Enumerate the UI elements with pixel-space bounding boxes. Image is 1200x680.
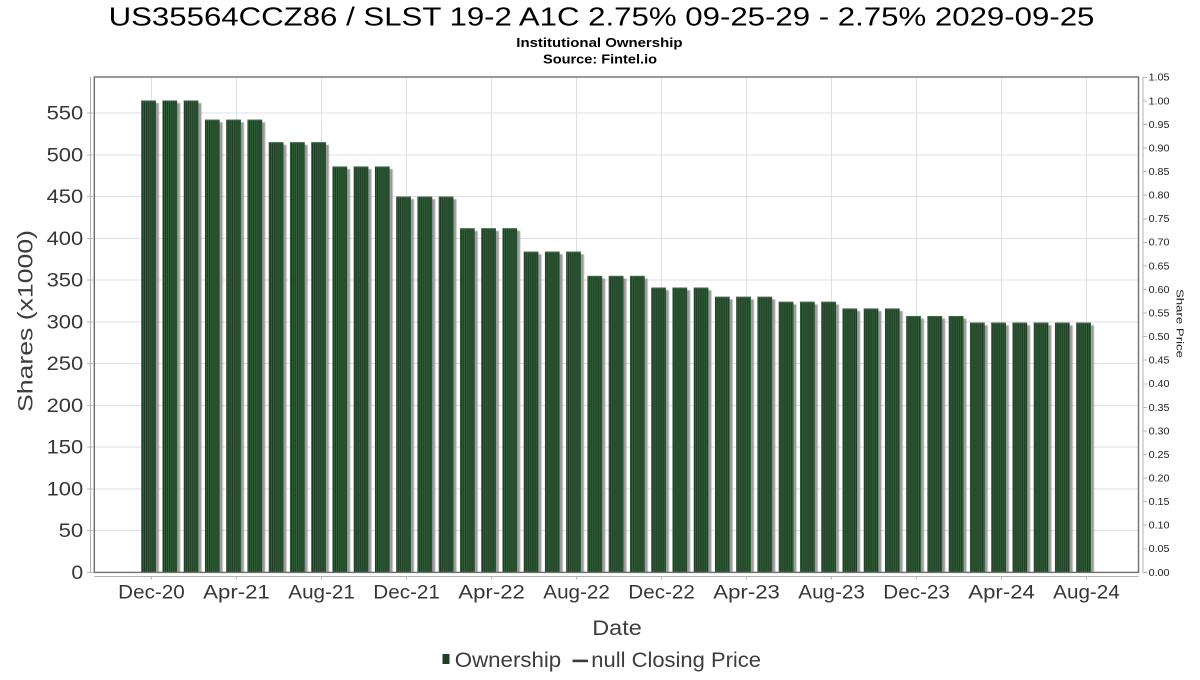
- svg-text:Apr-24: Apr-24: [968, 582, 1035, 604]
- svg-text:Aug-24: Aug-24: [1053, 582, 1120, 604]
- svg-text:0.65: 0.65: [1149, 261, 1170, 272]
- svg-text:0.50: 0.50: [1149, 332, 1171, 343]
- svg-text:500: 500: [47, 144, 84, 166]
- svg-text:50: 50: [59, 520, 84, 542]
- svg-text:Date: Date: [592, 617, 642, 640]
- svg-text:0.35: 0.35: [1149, 403, 1170, 414]
- svg-text:Ownership: Ownership: [455, 649, 561, 672]
- svg-text:200: 200: [47, 395, 84, 417]
- svg-text:US35564CCZ86 / SLST 19-2 A1C 2: US35564CCZ86 / SLST 19-2 A1C 2.75% 09-25…: [109, 4, 1095, 32]
- svg-text:0.45: 0.45: [1149, 356, 1170, 367]
- svg-text:100: 100: [47, 478, 84, 500]
- svg-text:0.70: 0.70: [1149, 238, 1171, 249]
- svg-text:Dec-20: Dec-20: [118, 582, 185, 604]
- svg-text:0.60: 0.60: [1149, 285, 1171, 296]
- svg-text:Dec-21: Dec-21: [373, 582, 440, 604]
- svg-text:Share Price: Share Price: [1174, 289, 1186, 358]
- svg-text:Aug-21: Aug-21: [288, 582, 355, 604]
- svg-text:0.25: 0.25: [1149, 450, 1170, 461]
- svg-text:Source: Fintel.io: Source: Fintel.io: [543, 52, 657, 67]
- svg-text:0.20: 0.20: [1149, 474, 1171, 485]
- svg-text:0.05: 0.05: [1149, 544, 1170, 555]
- svg-text:400: 400: [47, 228, 84, 250]
- svg-text:Dec-22: Dec-22: [628, 582, 695, 604]
- svg-text:Dec-23: Dec-23: [883, 582, 950, 604]
- svg-text:0.85: 0.85: [1149, 167, 1170, 178]
- svg-text:450: 450: [47, 186, 84, 208]
- svg-text:300: 300: [47, 311, 84, 333]
- svg-text:0.10: 0.10: [1149, 521, 1171, 532]
- svg-text:1.00: 1.00: [1149, 96, 1171, 107]
- svg-text:Institutional Ownership: Institutional Ownership: [516, 35, 682, 50]
- svg-text:Apr-23: Apr-23: [713, 582, 780, 604]
- svg-text:0.55: 0.55: [1149, 309, 1170, 320]
- svg-text:Aug-22: Aug-22: [543, 582, 610, 604]
- svg-text:150: 150: [47, 437, 84, 459]
- svg-text:0.15: 0.15: [1149, 497, 1170, 508]
- svg-text:Apr-22: Apr-22: [458, 582, 525, 604]
- svg-text:1.05: 1.05: [1149, 73, 1170, 84]
- svg-text:0.40: 0.40: [1149, 379, 1171, 390]
- svg-text:0: 0: [71, 562, 83, 584]
- svg-text:null Closing Price: null Closing Price: [591, 649, 761, 672]
- svg-text:350: 350: [47, 270, 84, 292]
- svg-text:0.30: 0.30: [1149, 426, 1171, 437]
- svg-text:Shares (x1000): Shares (x1000): [15, 230, 38, 412]
- svg-text:0.95: 0.95: [1149, 120, 1170, 131]
- svg-text:250: 250: [47, 353, 84, 375]
- svg-text:0.75: 0.75: [1149, 214, 1170, 225]
- svg-text:0.90: 0.90: [1149, 143, 1171, 154]
- svg-text:Apr-21: Apr-21: [203, 582, 270, 604]
- svg-text:0.80: 0.80: [1149, 191, 1171, 202]
- svg-text:Aug-23: Aug-23: [798, 582, 865, 604]
- svg-text:550: 550: [47, 103, 84, 125]
- svg-text:0.00: 0.00: [1149, 568, 1171, 579]
